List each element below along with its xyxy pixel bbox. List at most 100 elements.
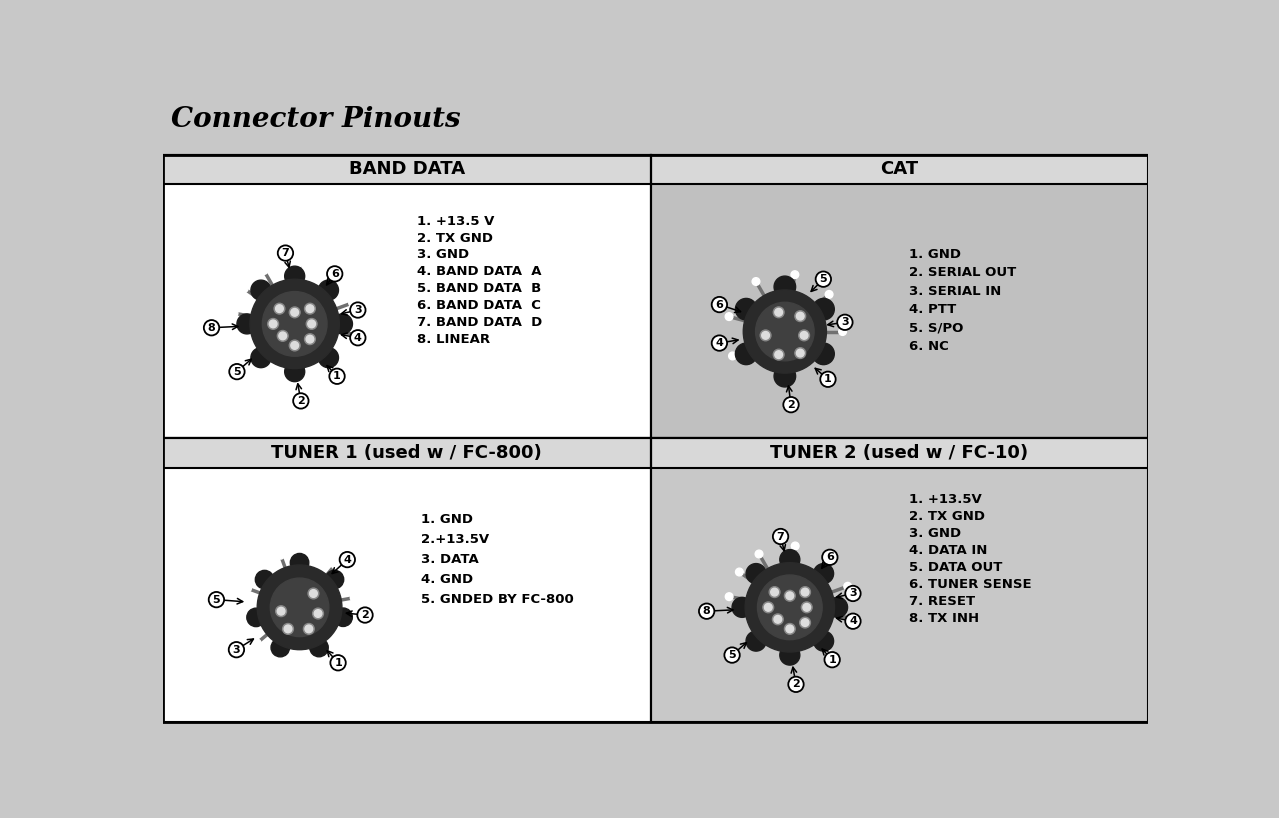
Text: 7. BAND DATA  D: 7. BAND DATA D [417,317,542,330]
Circle shape [229,642,244,658]
Circle shape [340,552,356,568]
Circle shape [230,309,238,317]
Circle shape [828,597,848,618]
Circle shape [325,570,344,589]
Circle shape [315,609,322,618]
Circle shape [746,563,834,652]
Circle shape [283,623,293,634]
Circle shape [724,647,739,663]
Circle shape [289,307,301,317]
Text: 1: 1 [824,375,831,384]
Text: 1: 1 [334,658,341,667]
Circle shape [310,638,329,657]
Text: 8: 8 [702,606,711,616]
Circle shape [257,565,341,649]
Circle shape [312,608,324,619]
Bar [164,155,651,438]
Circle shape [349,299,357,307]
Text: 7. RESET: 7. RESET [909,595,976,608]
Circle shape [327,266,343,281]
Circle shape [729,352,737,360]
Bar [651,438,1147,468]
Circle shape [735,569,743,576]
Text: 2: 2 [792,679,799,690]
Text: 4: 4 [849,616,857,627]
Circle shape [787,592,794,600]
Circle shape [262,291,327,357]
Circle shape [845,586,861,601]
Circle shape [765,604,773,611]
Circle shape [267,318,279,330]
Circle shape [333,314,353,334]
Circle shape [784,623,796,634]
Circle shape [780,645,799,665]
Text: 6. NC: 6. NC [909,340,949,353]
Circle shape [330,369,345,384]
Circle shape [318,348,339,367]
Circle shape [757,575,822,640]
Text: 5: 5 [820,274,828,284]
Circle shape [308,320,316,328]
Circle shape [251,348,271,367]
Text: 4. GND: 4. GND [422,573,473,587]
Circle shape [290,554,308,572]
Text: 5: 5 [212,595,220,605]
Text: 4. DATA IN: 4. DATA IN [909,544,987,557]
Circle shape [711,335,726,351]
Text: Connector Pinouts: Connector Pinouts [171,106,460,133]
Text: 5. GNDED BY FC-800: 5. GNDED BY FC-800 [422,593,574,606]
Text: 1. +13.5 V: 1. +13.5 V [417,214,494,227]
Circle shape [306,335,313,343]
Text: 2: 2 [297,396,304,406]
Text: 1. GND: 1. GND [422,514,473,526]
Circle shape [732,597,752,618]
Circle shape [256,570,274,589]
Text: 3: 3 [233,645,240,654]
Circle shape [762,331,770,339]
Circle shape [352,330,359,339]
Text: 6. TUNER SENSE: 6. TUNER SENSE [909,578,1032,591]
Circle shape [698,604,715,619]
Circle shape [318,280,339,300]
Circle shape [838,315,853,330]
Text: 1 and 1: 1 and 1 [675,204,718,213]
Text: 1: 1 [333,371,341,381]
Circle shape [799,618,811,628]
Text: TUNER 2 (used w / FC-10): TUNER 2 (used w / FC-10) [770,444,1028,462]
Circle shape [847,614,854,622]
Circle shape [208,592,224,607]
Circle shape [794,311,806,321]
Circle shape [794,348,806,358]
Text: 8. LINEAR: 8. LINEAR [417,333,490,346]
Text: 5: 5 [728,650,735,660]
Circle shape [801,618,808,627]
Circle shape [825,650,833,658]
Circle shape [820,371,835,387]
Circle shape [285,266,304,286]
Circle shape [773,528,788,544]
Circle shape [253,639,261,647]
Circle shape [746,631,766,651]
Text: 5: 5 [233,366,240,376]
Text: he POWER switch on: he POWER switch on [675,254,790,264]
Circle shape [284,625,292,633]
Circle shape [240,285,248,292]
Circle shape [290,308,298,317]
Circle shape [752,277,760,285]
Circle shape [275,305,284,312]
Circle shape [813,564,834,583]
Circle shape [285,362,304,382]
Text: 2. TX GND: 2. TX GND [417,231,492,245]
Circle shape [802,602,812,613]
Circle shape [306,305,313,312]
Circle shape [725,593,733,600]
Text: 1. +13.5V: 1. +13.5V [909,493,982,506]
Circle shape [769,587,780,597]
Circle shape [813,631,834,651]
Circle shape [290,342,298,349]
Text: 3: 3 [842,317,849,327]
Circle shape [788,676,803,692]
Circle shape [816,272,831,287]
Circle shape [251,280,271,300]
Circle shape [237,314,257,334]
